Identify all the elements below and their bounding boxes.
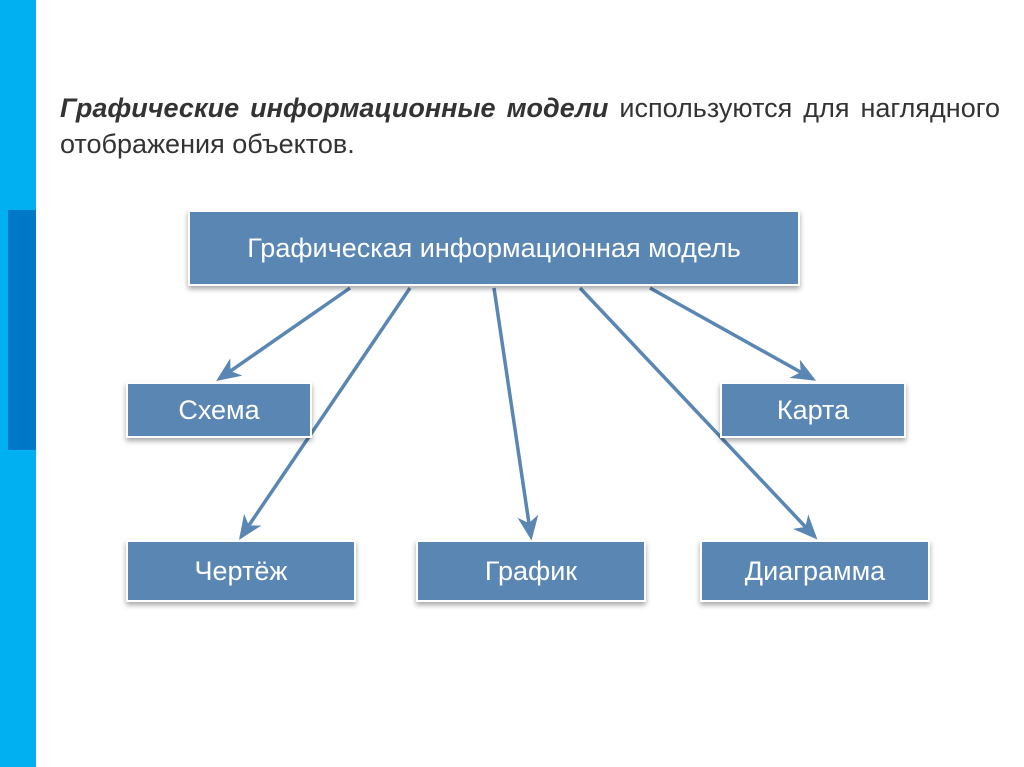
- slide: Графические информационные модели исполь…: [0, 0, 1024, 767]
- node-chert: Чертёж: [126, 540, 356, 602]
- node-karta: Карта: [720, 382, 906, 438]
- edge-0: [219, 288, 350, 379]
- edge-3: [494, 288, 531, 537]
- left-accent-stripe-inner: [8, 210, 36, 450]
- node-root: Графическая информационная модель: [188, 210, 800, 286]
- node-diag: Диаграмма: [700, 540, 930, 602]
- intro-bold: Графические информационные модели: [60, 93, 608, 123]
- edge-1: [650, 288, 813, 379]
- intro-text: Графические информационные модели исполь…: [60, 90, 1000, 163]
- node-schema: Схема: [126, 382, 312, 438]
- node-grafik: График: [416, 540, 646, 602]
